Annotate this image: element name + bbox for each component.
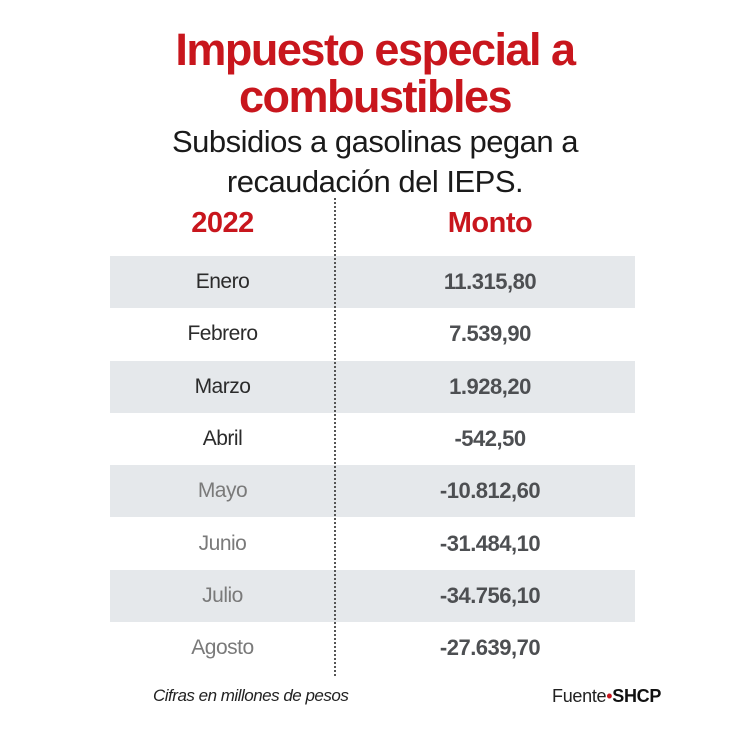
source-separator: •: [606, 686, 613, 706]
table-row: Julio -34.756,10: [110, 569, 635, 622]
table-row: Febrero 7.539,90: [110, 308, 635, 360]
month-cell: Enero: [195, 270, 250, 293]
source-label: Fuente: [552, 686, 607, 706]
amount-cell: -27.639,70: [439, 635, 541, 661]
month-cell: Mayo: [197, 479, 248, 503]
month-cell: Junio: [198, 531, 247, 555]
table-row: Marzo 1.928,20: [110, 360, 635, 413]
amount-cell: -34.756,10: [439, 582, 541, 608]
units-note: Cifras en millones de pesos: [153, 686, 349, 705]
amount-cell: 7.539,90: [449, 321, 531, 347]
column-header-year: 2022: [191, 207, 254, 239]
amount-cell: -10.812,60: [439, 478, 541, 504]
subtitle-line-2: recaudación del IEPS.: [226, 164, 524, 199]
month-cell: Agosto: [191, 636, 254, 660]
column-header-amount: Monto: [447, 207, 533, 239]
column-divider: [334, 198, 336, 676]
table-row: Enero 11.315,80: [110, 256, 635, 308]
month-cell: Julio: [202, 583, 243, 607]
month-cell: Marzo: [194, 374, 251, 398]
amount-cell: -31.484,10: [439, 530, 541, 556]
source-name: SHCP: [612, 686, 662, 706]
table-row: Junio -31.484,10: [110, 518, 635, 570]
month-cell: Febrero: [187, 322, 258, 346]
subtitle-line-1: Subsidios a gasolinas pegan a: [171, 124, 579, 159]
title-line-2: combustibles: [238, 71, 513, 122]
table-row: Agosto -27.639,70: [110, 622, 635, 674]
table-row: Abril -542,50: [110, 413, 635, 465]
amount-cell: -542,50: [454, 425, 526, 451]
amount-cell: 11.315,80: [443, 269, 537, 294]
title-line-1: Impuesto especial a: [175, 24, 576, 75]
source-credit: Fuente•SHCP: [552, 686, 661, 707]
month-cell: Abril: [202, 426, 243, 450]
amount-cell: 1.928,20: [449, 373, 531, 399]
table-row: Mayo -10.812,60: [110, 465, 635, 518]
